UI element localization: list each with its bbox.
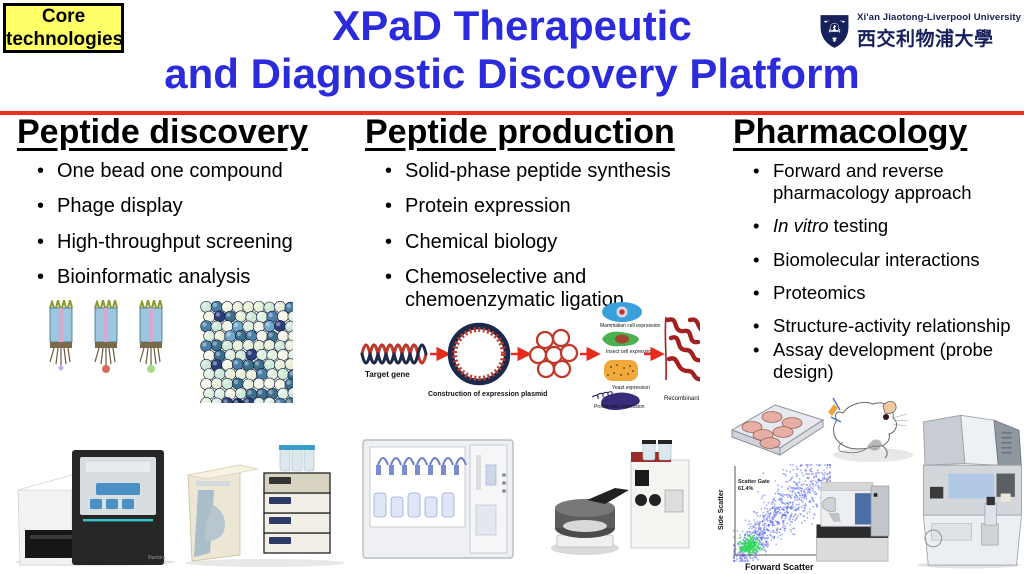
- svg-text:Construction of expression pla: Construction of expression plasmid: [428, 391, 547, 398]
- svg-text:Yeast expression: Yeast expression: [612, 385, 650, 391]
- svg-text:Mammalian cell expression: Mammalian cell expression: [600, 323, 661, 329]
- svg-text:Target gene: Target gene: [365, 370, 410, 379]
- svg-text:61.4%: 61.4%: [738, 486, 753, 492]
- svg-text:Prokaryotic expression: Prokaryotic expression: [594, 404, 645, 410]
- svg-text:Recombinant Protein: Recombinant Protein: [664, 396, 700, 402]
- svg-text:Illumina: Illumina: [148, 555, 165, 561]
- svg-text:Scatter Gate: Scatter Gate: [738, 479, 770, 485]
